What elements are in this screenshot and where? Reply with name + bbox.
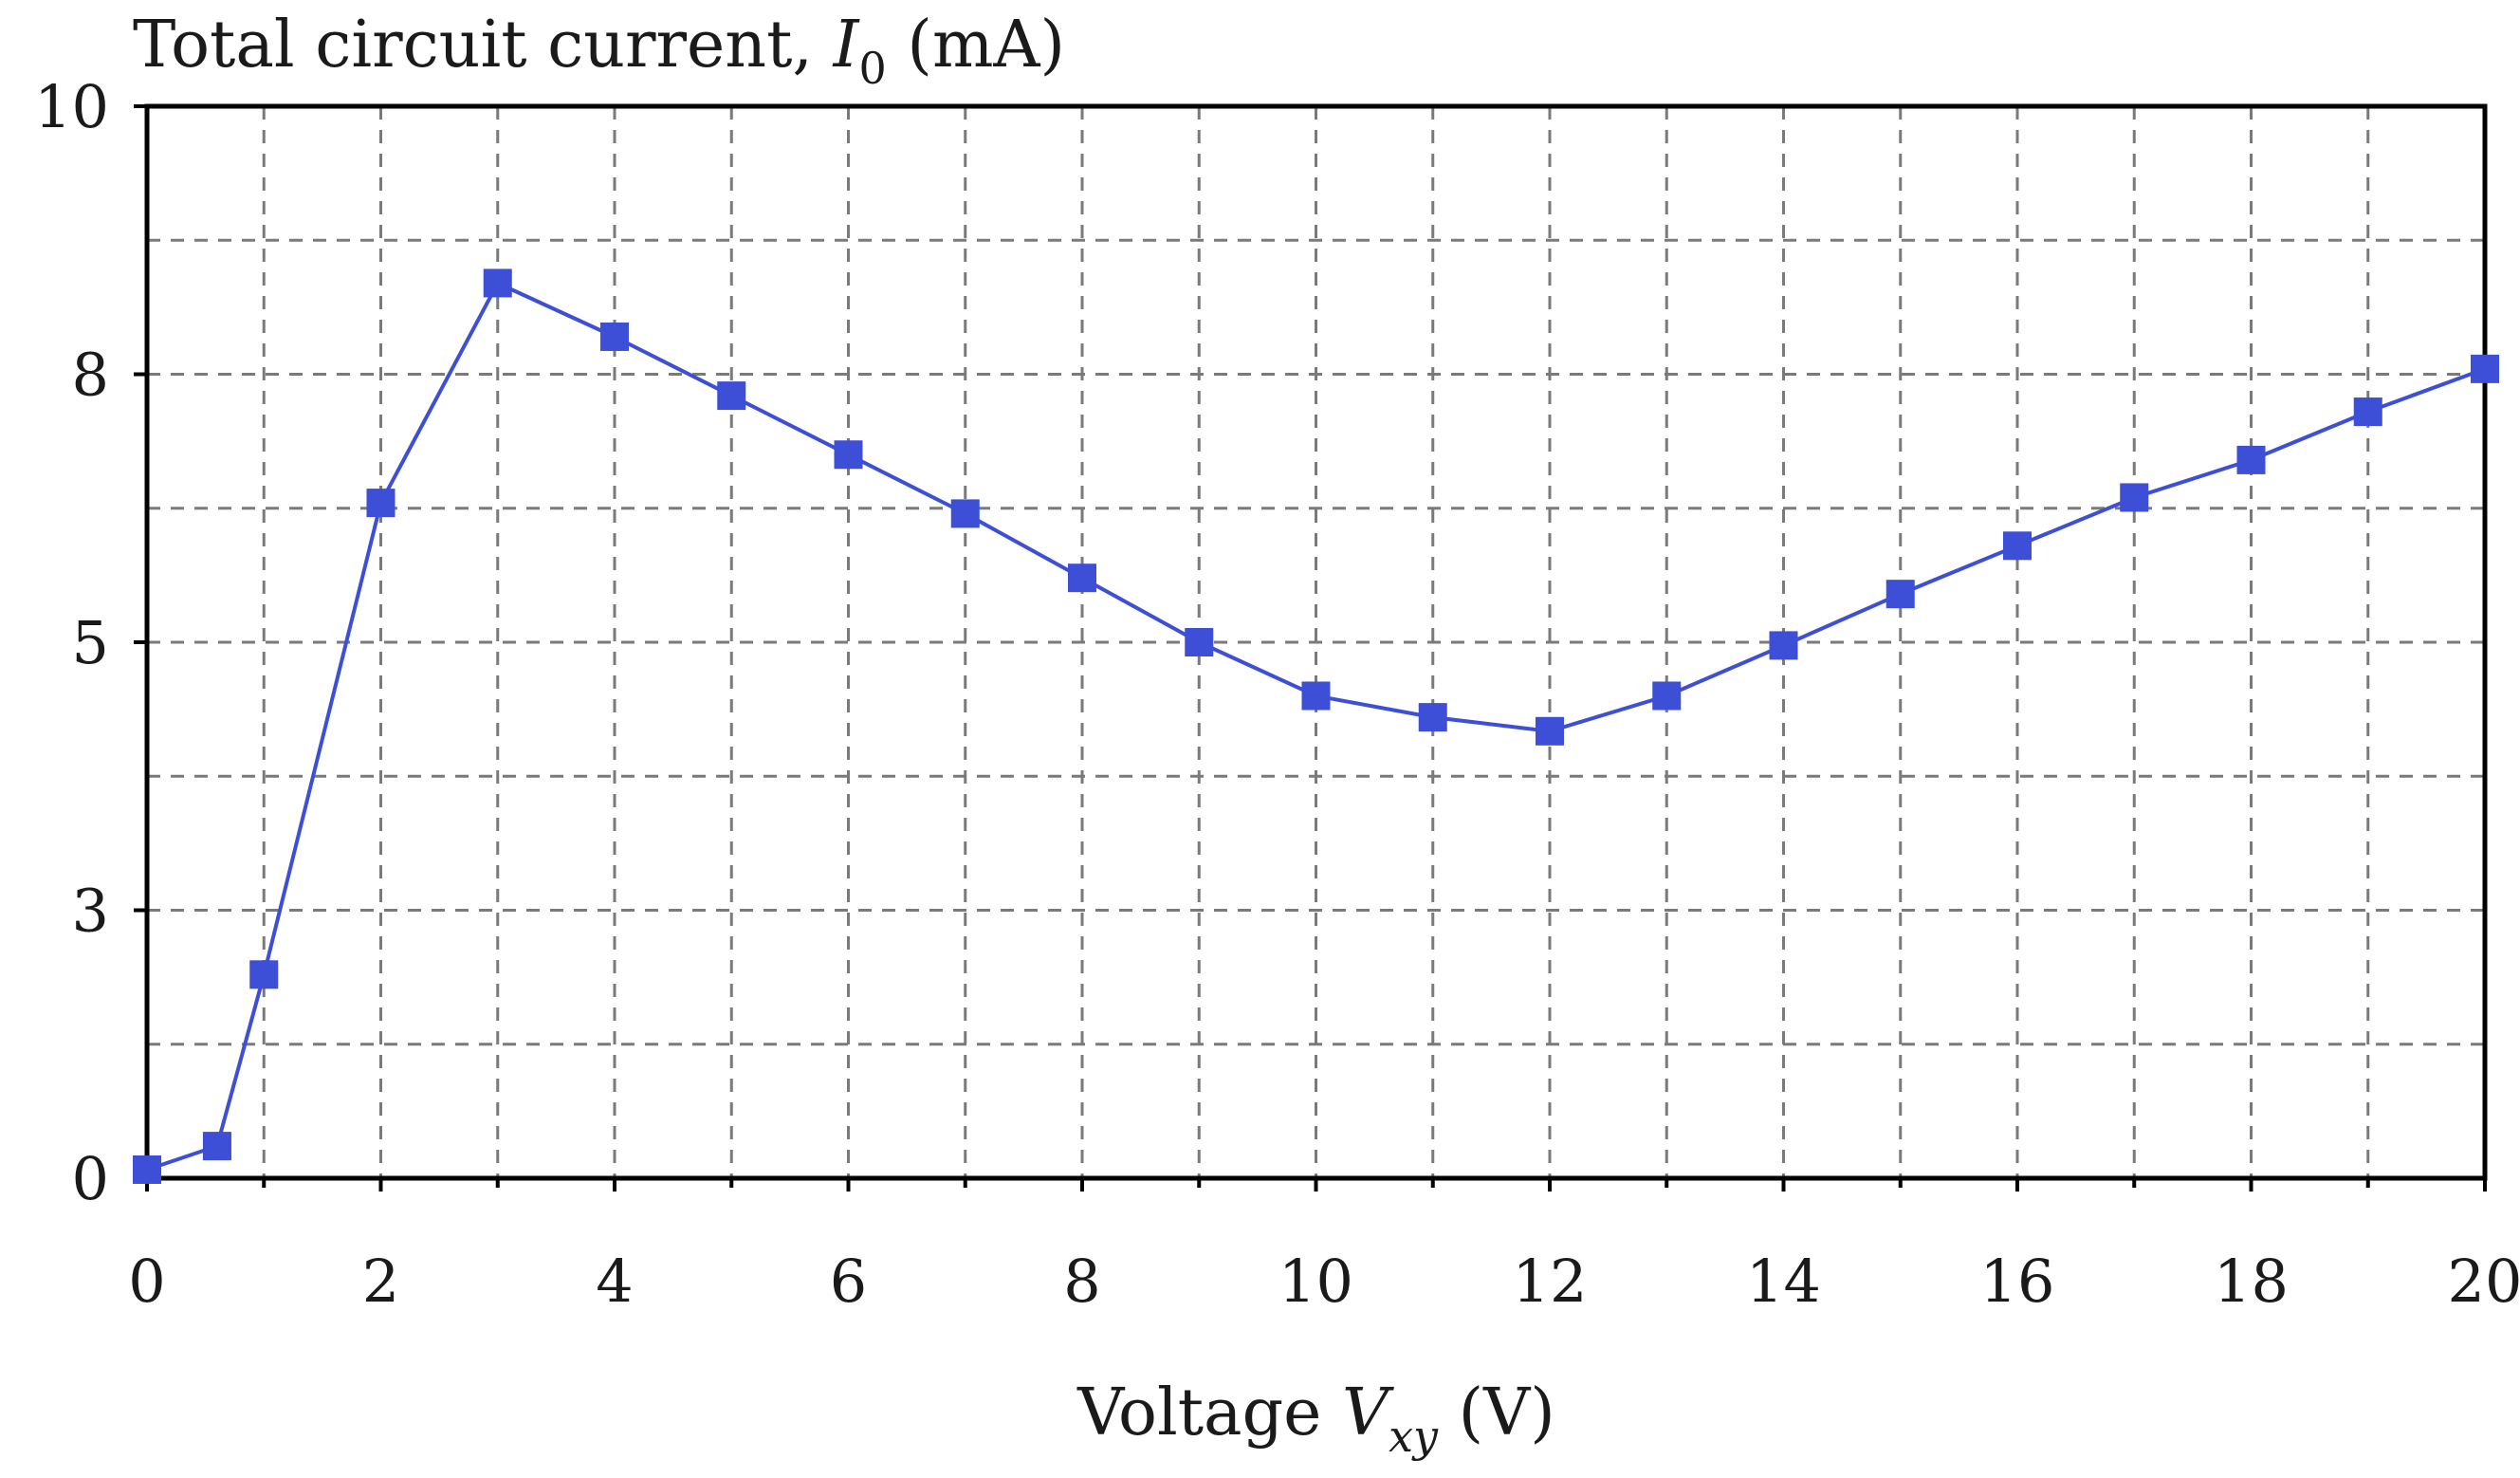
data-point bbox=[1301, 681, 1331, 711]
y-axis-title-suffix: (mA) bbox=[887, 8, 1065, 83]
data-point bbox=[483, 268, 512, 298]
x-axis-title-suffix: (V) bbox=[1438, 1376, 1555, 1450]
data-point bbox=[366, 489, 395, 518]
x-axis-title-variable: V bbox=[1342, 1376, 1394, 1450]
x-tick-label: 16 bbox=[1980, 1247, 2055, 1316]
data-point bbox=[2120, 483, 2149, 512]
data-point bbox=[2471, 354, 2499, 383]
x-tick-label: 20 bbox=[2448, 1247, 2520, 1316]
data-point bbox=[1418, 703, 1447, 732]
axis-ticks bbox=[134, 104, 2487, 1192]
data-point bbox=[950, 499, 980, 528]
data-point bbox=[249, 960, 279, 989]
y-axis-tick-labels: 0 3 5 8 10 bbox=[34, 72, 109, 1213]
series-current bbox=[133, 268, 2499, 1184]
x-tick-label: 10 bbox=[1278, 1247, 1353, 1316]
x-tick-label: 0 bbox=[128, 1247, 165, 1316]
x-axis-title: Voltage Vxy (V) bbox=[1076, 1376, 1555, 1462]
data-point bbox=[202, 1132, 231, 1161]
data-point bbox=[2353, 397, 2382, 427]
y-axis-title-prefix: Total circuit current, bbox=[133, 8, 834, 83]
y-tick-label: 8 bbox=[72, 341, 109, 410]
data-point bbox=[1068, 563, 1096, 593]
data-point bbox=[133, 1155, 161, 1184]
data-point bbox=[600, 322, 629, 351]
data-point bbox=[2003, 531, 2032, 561]
x-axis-tick-labels: 0 2 4 6 8 10 12 14 16 18 20 bbox=[128, 1247, 2520, 1316]
x-tick-label: 6 bbox=[830, 1247, 867, 1316]
data-point bbox=[717, 381, 746, 411]
x-axis-title-prefix: Voltage bbox=[1076, 1376, 1342, 1450]
x-tick-label: 14 bbox=[1746, 1247, 1821, 1316]
x-axis-title-subscript: xy bbox=[1389, 1411, 1439, 1462]
data-point bbox=[1185, 628, 1214, 656]
y-tick-label: 0 bbox=[72, 1144, 109, 1213]
x-tick-label: 8 bbox=[1063, 1247, 1100, 1316]
data-point bbox=[1769, 631, 1798, 660]
data-point bbox=[2236, 445, 2266, 474]
y-axis-title: Total circuit current, I0 (mA) bbox=[133, 8, 1065, 94]
y-tick-label: 10 bbox=[34, 72, 109, 141]
data-point bbox=[1885, 580, 1915, 609]
x-tick-label: 4 bbox=[596, 1247, 633, 1316]
y-tick-label: 3 bbox=[72, 877, 109, 946]
y-axis-title-subscript: 0 bbox=[859, 43, 887, 94]
data-point bbox=[834, 440, 863, 470]
x-tick-label: 2 bbox=[362, 1247, 399, 1316]
y-tick-label: 5 bbox=[72, 608, 109, 677]
data-point bbox=[1536, 716, 1564, 746]
series-line bbox=[146, 280, 2486, 1172]
x-tick-label: 18 bbox=[2214, 1247, 2289, 1316]
y-axis-title-variable: I bbox=[832, 8, 860, 83]
x-tick-label: 12 bbox=[1513, 1247, 1588, 1316]
data-point bbox=[1652, 681, 1682, 711]
grid bbox=[147, 106, 2485, 1178]
